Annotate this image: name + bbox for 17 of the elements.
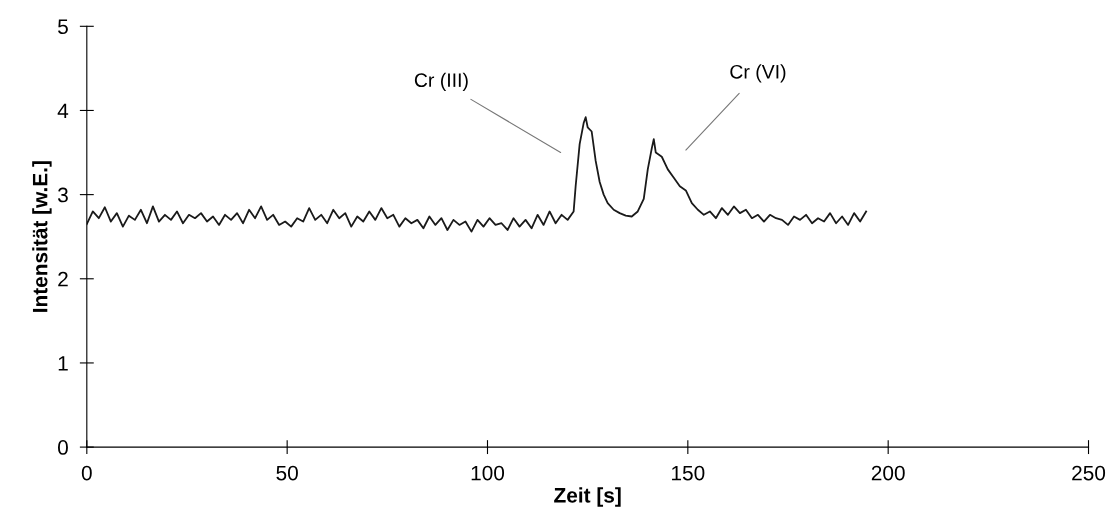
y-tick-label: 0 — [57, 440, 68, 455]
y-tick-label: 2 — [58, 271, 68, 287]
x-tick-label: 100 — [471, 465, 505, 481]
y-tick-label: 3 — [57, 187, 68, 203]
y-axis-title: Intensität [w.E.] — [32, 161, 52, 312]
annotation: Cr (VI) — [730, 64, 786, 83]
x-tick-label: 200 — [871, 465, 905, 481]
y-tick-label: 5 — [58, 19, 68, 35]
y-tick-label: 4 — [57, 103, 69, 119]
line-series — [86, 116, 868, 233]
x-axis-title: Zeit [s] — [554, 487, 621, 507]
x-tick-label: 250 — [1072, 465, 1106, 481]
x-tick-label: 0 — [81, 465, 92, 481]
x-tick-label: 50 — [276, 465, 298, 481]
x-tick-label: 150 — [672, 465, 705, 481]
y-tick-label: 1 — [58, 356, 68, 371]
annotation: Cr (III) — [414, 72, 468, 91]
